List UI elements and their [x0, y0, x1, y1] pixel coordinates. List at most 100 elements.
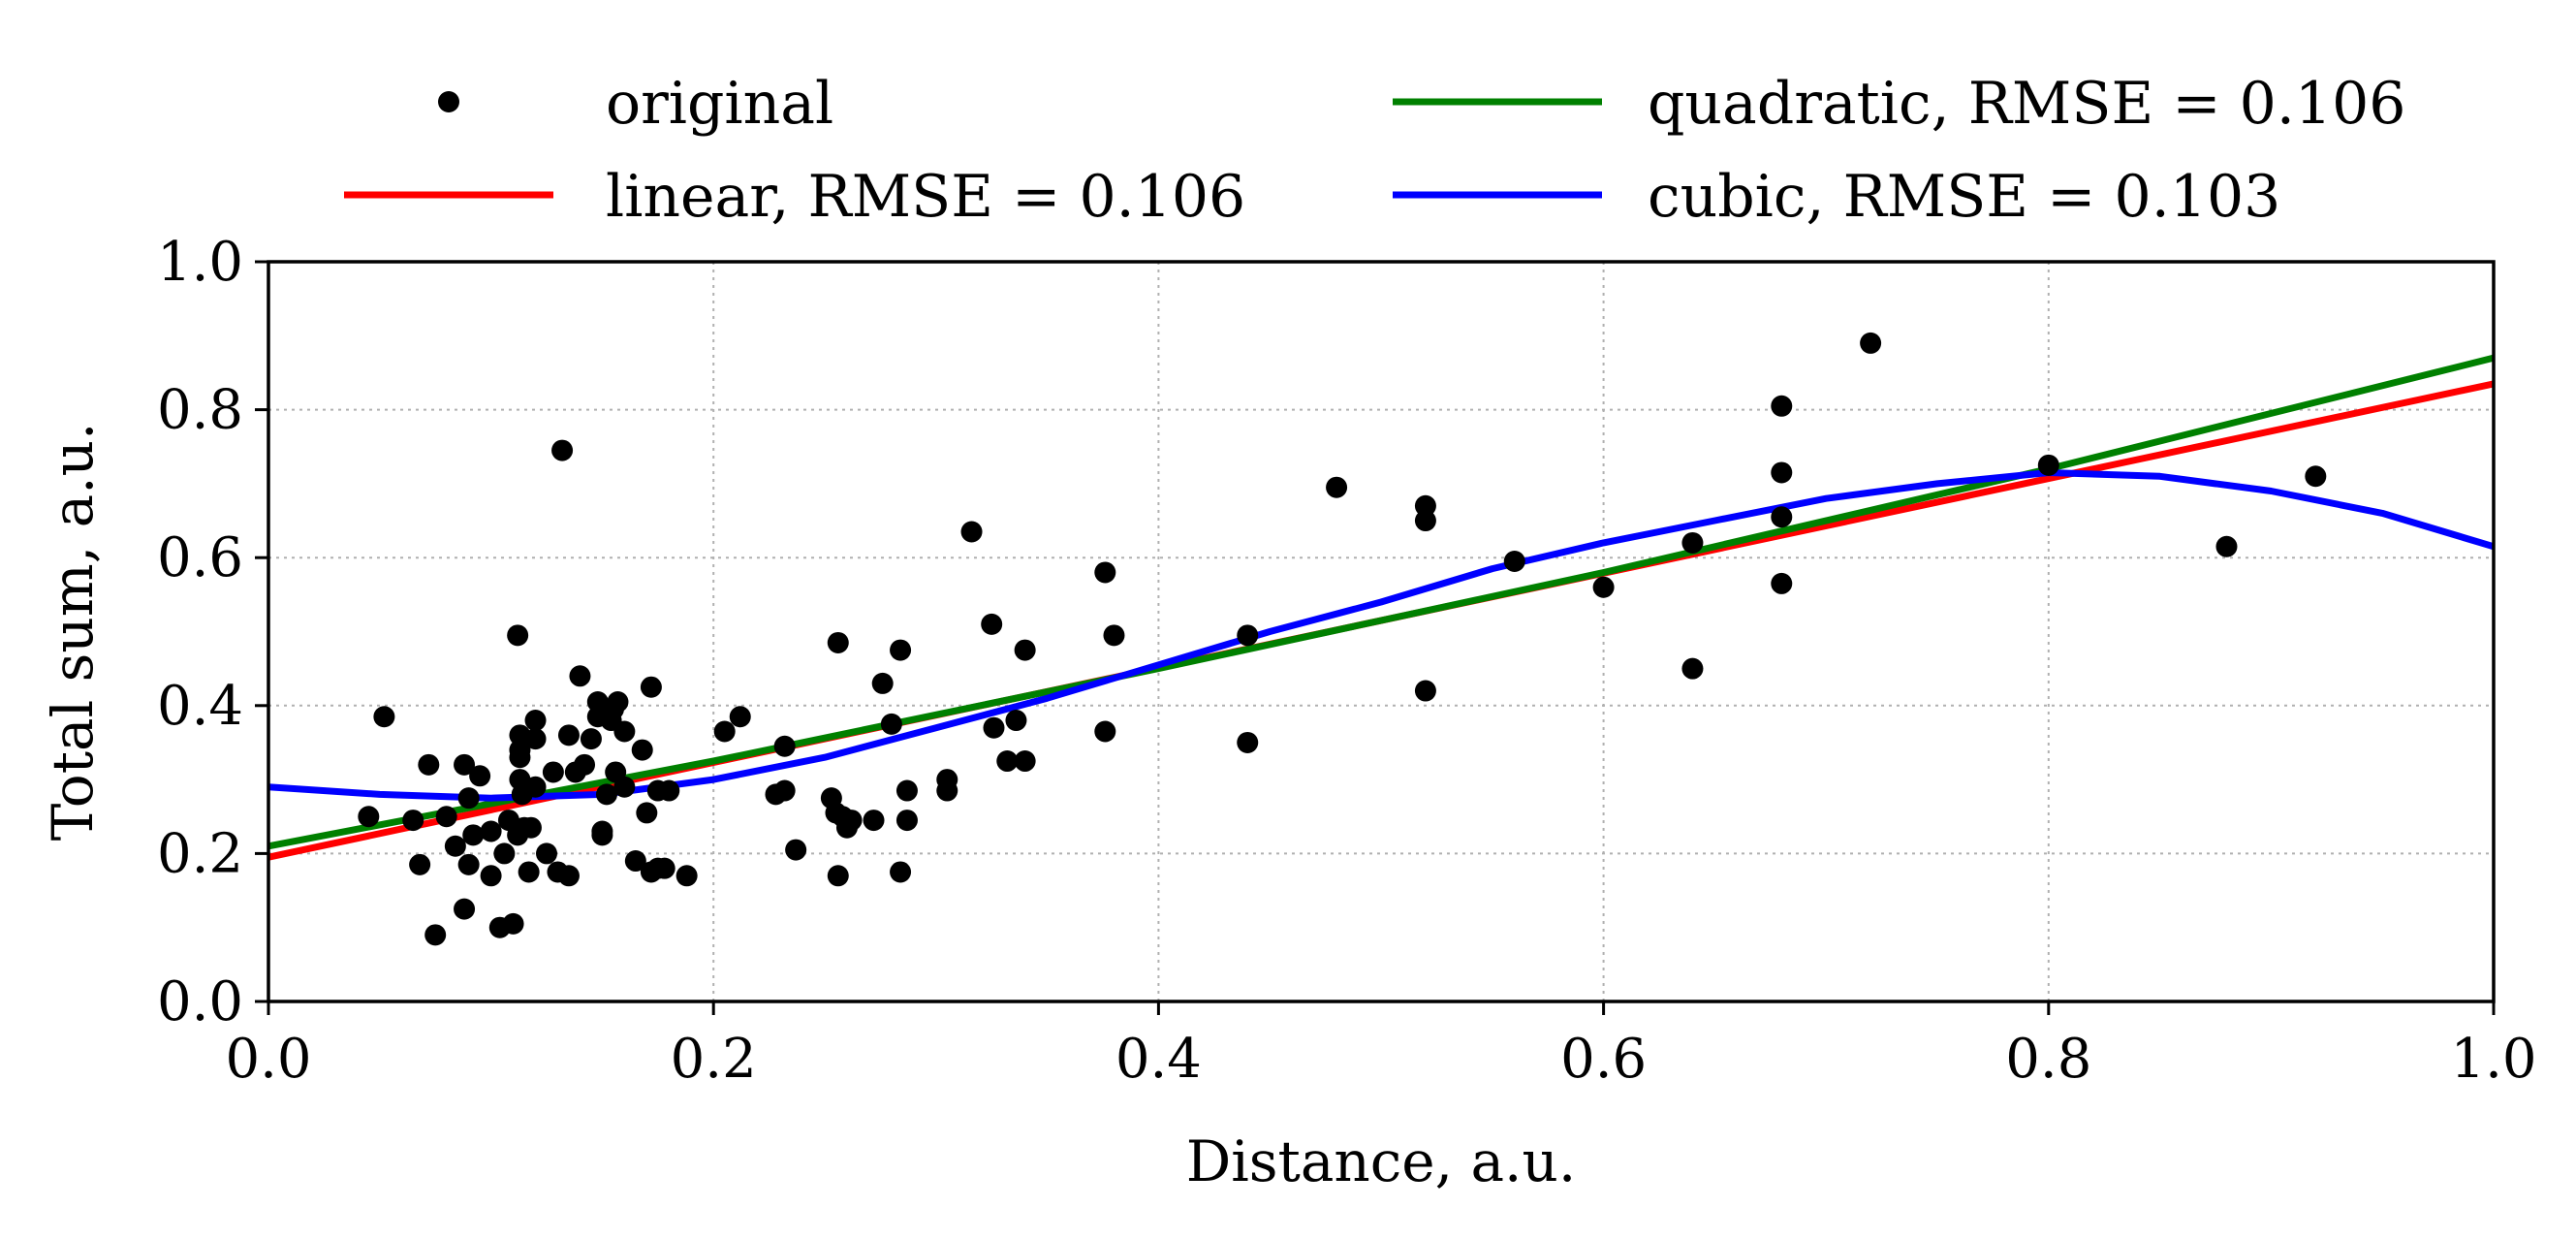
- data-point: [1237, 624, 1259, 647]
- data-point: [454, 753, 476, 776]
- data-point: [358, 806, 380, 828]
- data-point: [1094, 720, 1116, 743]
- y-tick-label: 1.0: [157, 231, 243, 294]
- data-point: [2037, 454, 2059, 476]
- data-point: [480, 865, 502, 887]
- data-point: [880, 713, 902, 735]
- data-point: [785, 839, 807, 861]
- y-tick-label: 0.2: [157, 822, 243, 885]
- legend-label: original: [606, 70, 833, 138]
- legend-cubic: cubic, RMSE = 0.103: [1393, 163, 2280, 231]
- data-point: [1414, 510, 1436, 532]
- data-point: [631, 739, 653, 761]
- y-axis-label: Total sum, a.u.: [40, 423, 106, 842]
- data-point: [624, 850, 646, 873]
- data-point: [507, 624, 529, 647]
- y-tick-label: 0.8: [157, 379, 243, 442]
- data-point: [613, 720, 636, 743]
- data-point: [1592, 576, 1615, 598]
- x-axis-label: Distance, a.u.: [1186, 1128, 1577, 1194]
- data-point: [1771, 395, 1793, 417]
- data-point: [519, 816, 542, 839]
- data-point: [557, 865, 580, 887]
- data-point: [981, 613, 1003, 635]
- data-point: [1326, 476, 1348, 498]
- data-point: [557, 724, 580, 747]
- data-point: [658, 779, 680, 802]
- data-point: [983, 716, 1005, 739]
- legend-label: linear, RMSE = 0.106: [606, 163, 1245, 231]
- x-tick-label: 1.0: [2450, 1028, 2536, 1091]
- data-point: [454, 898, 476, 920]
- data-point: [640, 676, 662, 698]
- data-point: [996, 750, 1019, 773]
- legend-quadratic: quadratic, RMSE = 0.106: [1393, 70, 2405, 138]
- cubic-fit-line: [268, 469, 2494, 802]
- legend-label: quadratic, RMSE = 0.106: [1648, 70, 2405, 138]
- data-point: [863, 810, 885, 832]
- data-point: [1771, 461, 1793, 484]
- data-point: [1860, 332, 1882, 354]
- data-point: [1005, 710, 1027, 732]
- data-point: [1771, 506, 1793, 528]
- data-point: [524, 728, 547, 750]
- data-point: [457, 787, 480, 810]
- data-point: [960, 521, 983, 543]
- data-point: [435, 806, 457, 828]
- data-point: [1014, 750, 1036, 773]
- data-point: [595, 783, 617, 806]
- data-point: [895, 779, 918, 802]
- x-tick-label: 0.8: [2005, 1028, 2091, 1091]
- data-point: [574, 753, 596, 776]
- plot-series: [268, 332, 2494, 946]
- data-point: [1771, 572, 1793, 594]
- legend-linear: linear, RMSE = 0.106: [344, 163, 1245, 231]
- x-tick-label: 0.0: [225, 1028, 311, 1091]
- quadratic-fit-line: [268, 354, 2494, 850]
- legend-label: cubic, RMSE = 0.103: [1648, 163, 2280, 231]
- x-tick-label: 0.2: [671, 1028, 757, 1091]
- data-point: [871, 672, 894, 694]
- data-point: [542, 761, 564, 783]
- data-point: [536, 842, 557, 865]
- data-point: [509, 747, 531, 769]
- data-point: [1094, 561, 1116, 584]
- data-point: [591, 824, 613, 846]
- data-point: [502, 912, 524, 935]
- x-tick-label: 0.6: [1560, 1028, 1647, 1091]
- legend-original: original: [438, 70, 833, 138]
- data-point: [373, 706, 395, 728]
- data-point: [773, 779, 796, 802]
- data-point: [1503, 551, 1525, 573]
- data-point: [1014, 639, 1036, 661]
- data-point: [613, 776, 636, 798]
- data-point: [469, 765, 491, 787]
- data-point: [827, 631, 849, 653]
- data-point: [729, 706, 751, 728]
- data-point: [1103, 624, 1125, 647]
- data-point: [675, 865, 698, 887]
- data-point: [653, 857, 675, 879]
- y-tick-label: 0.0: [157, 970, 243, 1033]
- data-point: [1414, 680, 1436, 702]
- data-point: [480, 820, 502, 842]
- data-point: [409, 853, 431, 875]
- data-point: [493, 842, 516, 865]
- data-point: [773, 735, 796, 757]
- data-point: [402, 810, 424, 832]
- data-point: [462, 824, 485, 846]
- data-point: [524, 776, 547, 798]
- data-point: [444, 835, 466, 857]
- data-point: [1681, 531, 1704, 554]
- data-point: [518, 861, 540, 883]
- data-point: [636, 802, 658, 824]
- data-point: [424, 924, 447, 946]
- data-point: [551, 439, 574, 461]
- y-tick-label: 0.6: [157, 526, 243, 589]
- data-point: [569, 665, 591, 687]
- axis-ticks: 0.0 0.2 0.4 0.6 0.8 1.0 0.0 0.2 0.4 0.6 0.8 1.0: [157, 231, 2537, 1091]
- data-point: [840, 810, 863, 832]
- data-point: [418, 753, 440, 776]
